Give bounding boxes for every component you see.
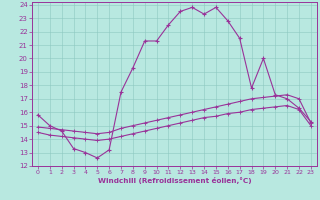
X-axis label: Windchill (Refroidissement éolien,°C): Windchill (Refroidissement éolien,°C): [98, 177, 251, 184]
